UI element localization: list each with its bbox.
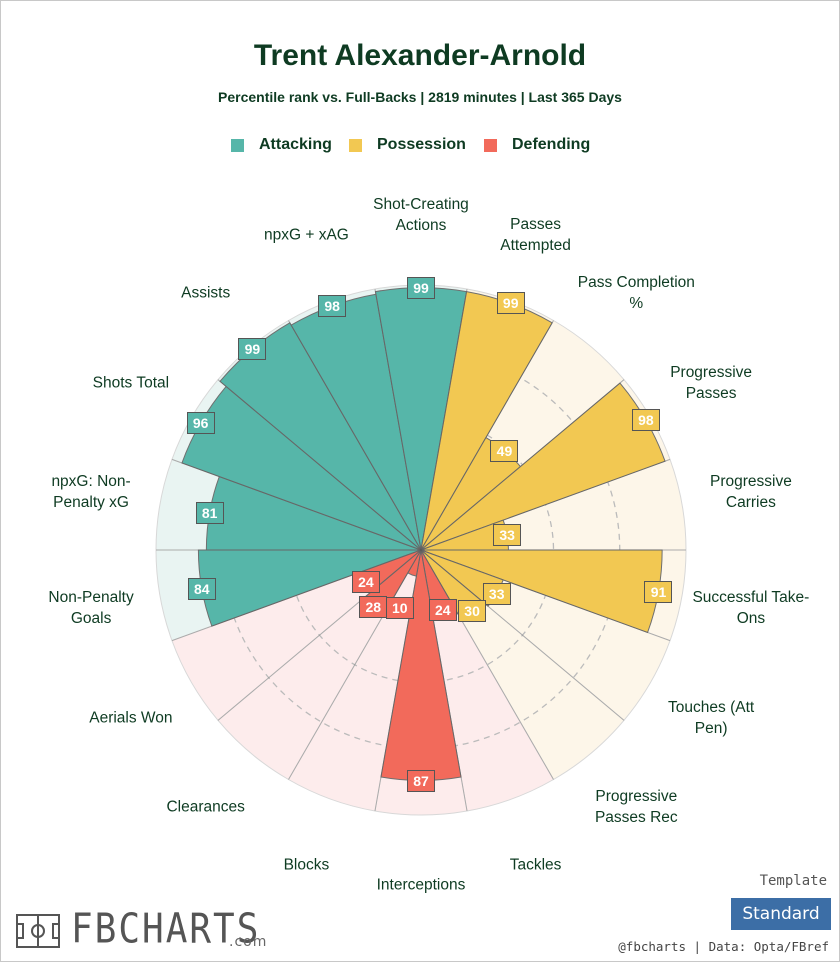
slice-separator [217, 379, 422, 551]
slice-separator [420, 549, 554, 780]
slice-separator [374, 549, 422, 812]
slice-separator [288, 549, 422, 780]
value-label: 87 [407, 769, 435, 792]
legend-swatch [231, 138, 244, 152]
value-label: 24 [428, 598, 457, 621]
category-label: Touches (Att Pen) [668, 698, 755, 737]
slice-separator [420, 549, 671, 642]
value-label: 84 [187, 577, 216, 600]
logo-icon [16, 914, 60, 948]
legend-item: Possession [349, 136, 466, 154]
slice-separator [420, 549, 468, 812]
value-label: 28 [359, 595, 388, 618]
legend-item: Defending [484, 136, 590, 154]
category-label: Successful Take-Ons [692, 589, 810, 628]
category-label: Pass Completion % [577, 274, 695, 313]
category-label: Blocks [283, 856, 330, 874]
value-label: 49 [490, 439, 519, 462]
value-label: 96 [186, 411, 215, 434]
template-label: Template [759, 873, 827, 889]
slice-separator [420, 458, 671, 551]
category-label: Shots Total [92, 374, 170, 391]
chart-subtitle: Percentile rank vs. Full-Backs | 2819 mi… [218, 89, 622, 105]
logo: FBCHARTS [71, 905, 261, 954]
legend-swatch [484, 138, 497, 152]
category-label: Progressive Carries [709, 472, 792, 511]
category-label: Tackles [509, 856, 562, 874]
category-label: npxG: Non-Penalty xG [51, 472, 131, 511]
slice-separator [420, 549, 625, 721]
credit: @fbcharts | Data: Opta/FBref [618, 939, 829, 954]
category-label: Progressive Passes Rec [594, 787, 678, 826]
slice-separator [420, 320, 554, 551]
template-button[interactable]: Standard [731, 898, 831, 930]
slice-separator [420, 288, 468, 551]
chart-title: Trent Alexander-Arnold [253, 39, 587, 72]
value-label: 33 [493, 523, 522, 546]
slice-separator [217, 549, 422, 721]
value-label: 30 [458, 599, 487, 622]
category-label: Passes Attempted [500, 216, 571, 255]
legend-swatch [349, 138, 362, 152]
value-label: 33 [482, 582, 511, 605]
legend-label: Defending [512, 136, 591, 153]
category-label: Aerials Won [89, 709, 173, 726]
slice-separator [171, 458, 422, 551]
slice-separator [171, 549, 422, 642]
category-label: Clearances [166, 798, 245, 816]
legend-label: Possession [377, 136, 466, 153]
logo-suffix: .com [229, 934, 268, 950]
legend-label: Attacking [259, 136, 332, 153]
category-label: Assists [181, 284, 231, 302]
category-label: npxG + xAG [263, 226, 349, 244]
value-label: 24 [351, 570, 380, 593]
category-label: Non-Penalty Goals [48, 589, 134, 628]
slice-separator [420, 379, 625, 551]
value-label: 99 [238, 338, 267, 361]
category-label: Interceptions [376, 876, 466, 894]
value-label: 98 [631, 409, 660, 432]
slice-separator [374, 288, 422, 551]
value-label: 91 [644, 580, 673, 603]
value-label: 99 [407, 276, 435, 299]
value-label: 98 [318, 294, 347, 317]
value-label: 81 [195, 501, 224, 524]
category-label: Shot-Creating Actions [373, 196, 469, 234]
category-label: Progressive Passes [670, 363, 753, 402]
value-label: 99 [496, 292, 525, 315]
value-label: 10 [385, 597, 414, 620]
slice-separator [288, 320, 422, 551]
legend-item: Attacking [231, 136, 332, 154]
